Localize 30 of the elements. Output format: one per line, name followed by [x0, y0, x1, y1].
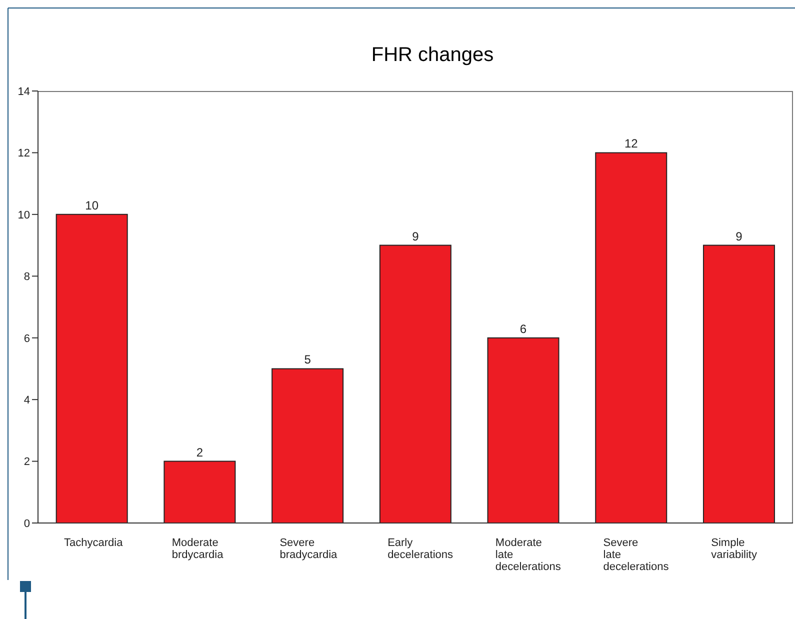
bar [487, 337, 560, 523]
data-label: 2 [196, 445, 204, 460]
y-tick-label: 12 [18, 148, 30, 160]
data-label: 6 [520, 322, 527, 336]
bar [272, 368, 344, 523]
y-tick-label: 6 [24, 332, 30, 345]
x-tick-label: Tachycardia [64, 537, 124, 549]
bar [379, 244, 452, 523]
data-label: 9 [736, 229, 743, 244]
data-label: 9 [412, 229, 420, 244]
x-tick-label: Moderate late decelerations [495, 537, 562, 573]
bar [164, 460, 236, 523]
y-tick-label: 2 [24, 456, 30, 468]
data-label: 10 [85, 198, 99, 212]
y-tick-label: 14 [18, 86, 30, 98]
y-tick-label: 4 [24, 394, 30, 406]
x-tick-label: Early decelerations [388, 537, 454, 561]
bar [595, 152, 668, 523]
bar [56, 214, 128, 523]
x-tick-label: Moderate brdycardia [172, 537, 224, 561]
data-label: 12 [624, 136, 638, 151]
y-tick-label: 10 [18, 209, 30, 222]
x-tick-label: Severe late decelerations [603, 537, 670, 573]
y-tick-label: 0 [24, 518, 30, 530]
data-label: 5 [304, 352, 312, 367]
x-tick-label: Simple variability [711, 537, 758, 561]
bar [702, 244, 775, 523]
chart-title: FHR changes [370, 44, 495, 67]
x-tick-label: Severe bradycardia [280, 537, 338, 561]
y-tick-label: 8 [24, 271, 30, 284]
